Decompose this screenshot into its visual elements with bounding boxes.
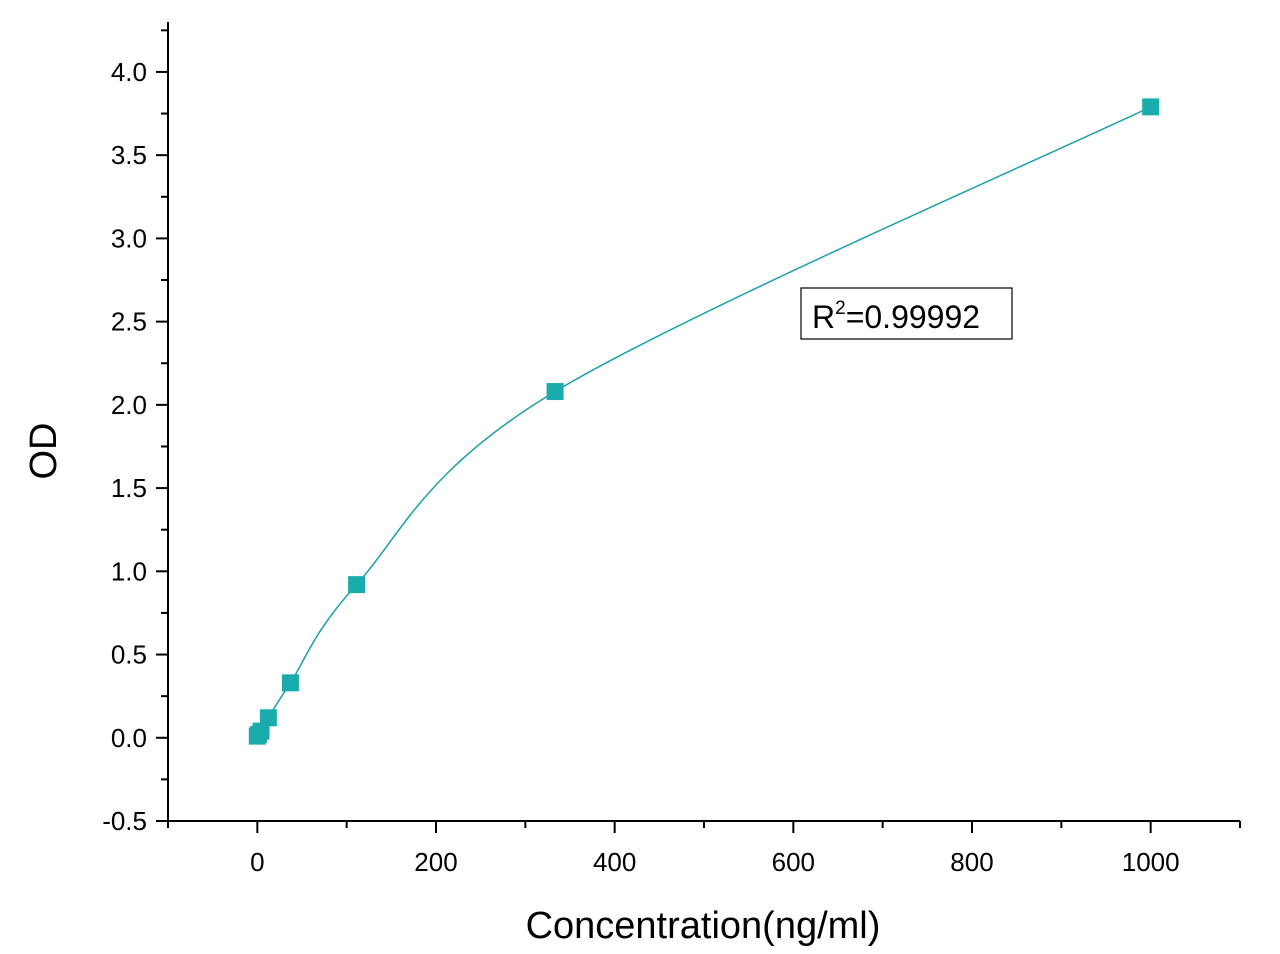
x-tick-label-0: 0 [250,847,264,877]
data-point-3 [259,709,277,727]
r-squared-superscript: 2 [835,298,846,319]
r-squared-value: =0.99992 [846,299,980,335]
data-points [248,98,1160,745]
data-point-6 [546,383,564,401]
y-tick-label-6: 2.5 [111,307,147,337]
y-tick-label-2: 0.5 [111,640,147,670]
fit-curve-line [256,106,1151,737]
r-squared-prefix: R [812,299,835,335]
x-major-ticks: 0 200 400 600 800 1000 [250,821,1180,877]
y-tick-label-0: -0.5 [102,806,147,836]
x-tick-label-4: 800 [950,847,993,877]
y-tick-label-7: 3.0 [111,223,147,253]
data-point-7 [1142,98,1160,116]
y-axis-title: OD [23,423,65,480]
x-axis-title: Concentration(ng/ml) [526,905,881,947]
x-tick-label-3: 600 [772,847,815,877]
y-major-ticks: -0.5 0.0 0.5 1.0 1.5 2.0 2.5 3.0 3.5 4.0 [102,57,168,836]
x-tick-label-5: 1000 [1122,847,1180,877]
y-tick-label-3: 1.0 [111,556,147,586]
y-tick-label-8: 3.5 [111,140,147,170]
x-minor-ticks [167,821,1241,828]
y-tick-label-1: 0.0 [111,723,147,753]
data-point-5 [348,576,366,594]
y-tick-label-5: 2.0 [111,390,147,420]
x-tick-label-1: 200 [414,847,457,877]
y-tick-label-4: 1.5 [111,473,147,503]
x-tick-label-2: 400 [593,847,636,877]
y-minor-ticks [161,29,168,781]
data-point-4 [281,674,299,692]
y-tick-label-9: 4.0 [111,57,147,87]
r-squared-text: R2=0.99992 [812,298,980,335]
r-squared-annotation: R2=0.99992 [800,287,1013,340]
r-squared-box [800,287,1013,340]
data-point-2 [252,722,270,740]
